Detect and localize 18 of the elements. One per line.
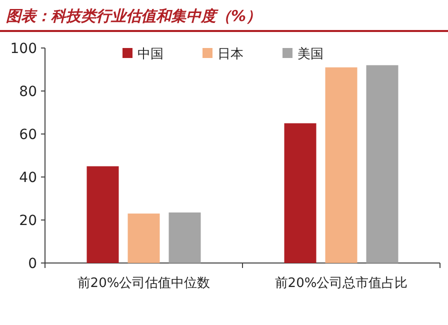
bar [128,214,160,263]
bar [284,123,316,263]
y-tick-label: 20 [19,213,37,229]
legend-label: 美国 [298,46,324,62]
legend-label: 中国 [138,47,164,62]
bar [86,166,119,263]
x-tick-label: 前20%公司总市值占比 [274,276,408,291]
y-tick-label: 0 [28,256,37,272]
bar [168,212,201,263]
bar [366,65,398,263]
y-tick-label: 40 [19,170,37,186]
x-tick-label: 前20%公司估值中位数 [77,276,210,291]
y-tick-label: 60 [19,127,37,143]
bar [325,67,358,263]
chart-title: 图表：科技类行业估值和集中度（%） [6,7,262,25]
legend-label: 日本 [218,47,244,62]
y-tick-label: 80 [19,84,37,100]
y-tick-label: 100 [10,41,37,57]
